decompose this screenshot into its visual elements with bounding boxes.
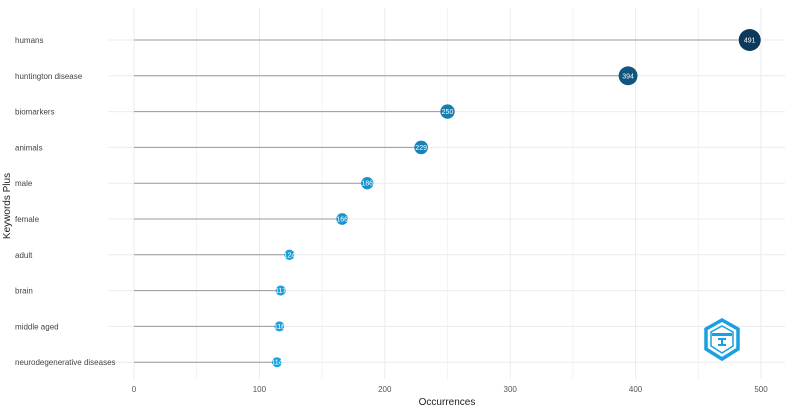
x-tick-label: 200 (378, 385, 392, 394)
category-label: middle aged (15, 322, 59, 331)
value-label: 491 (744, 38, 756, 45)
x-tick-label: 0 (132, 385, 137, 394)
category-label: female (15, 215, 40, 224)
dot-layer (271, 29, 761, 368)
x-tick-label: 500 (754, 385, 768, 394)
lollipop-dot (336, 213, 348, 225)
value-label: 394 (622, 73, 634, 80)
value-label: 186 (361, 181, 373, 188)
lollipop-dot (274, 321, 285, 332)
lollipop-dot (271, 357, 282, 368)
bibliometrix-logo-icon (704, 317, 740, 362)
category-label: biomarkers (15, 108, 55, 117)
lollipop-dot (275, 285, 286, 296)
x-tick-label: 300 (504, 385, 518, 394)
lollipop-dot (361, 177, 374, 190)
lollipop-dot (440, 104, 455, 119)
lollipop-dot (414, 140, 428, 155)
category-label: huntington disease (15, 72, 83, 81)
category-label: humans (15, 36, 43, 45)
value-label: 117 (275, 288, 286, 295)
value-label: 114 (271, 360, 282, 367)
category-label: male (15, 179, 33, 188)
label-layer: 0 100 200 300 400 500 humans 491 huntington dise… (15, 36, 768, 394)
value-label: 250 (442, 109, 454, 116)
value-label: 166 (336, 217, 348, 224)
category-label: animals (15, 143, 43, 152)
value-label: 116 (274, 324, 285, 331)
x-tick-label: 400 (629, 385, 643, 394)
value-label: 124 (284, 252, 296, 259)
category-label: adult (15, 251, 33, 260)
lollipop-dot (618, 66, 638, 86)
stem-layer (134, 39, 750, 363)
x-axis-title: Occurrences (419, 397, 476, 408)
x-tick-label: 100 (253, 385, 267, 394)
category-label: brain (15, 287, 33, 296)
grid-layer (108, 8, 785, 379)
lollipop-dot (284, 249, 295, 260)
value-label: 229 (415, 145, 427, 152)
lollipop-dot (738, 29, 761, 51)
y-axis-title: Keywords Plus (2, 173, 13, 239)
category-label: neurodegenerative diseases (15, 358, 116, 367)
